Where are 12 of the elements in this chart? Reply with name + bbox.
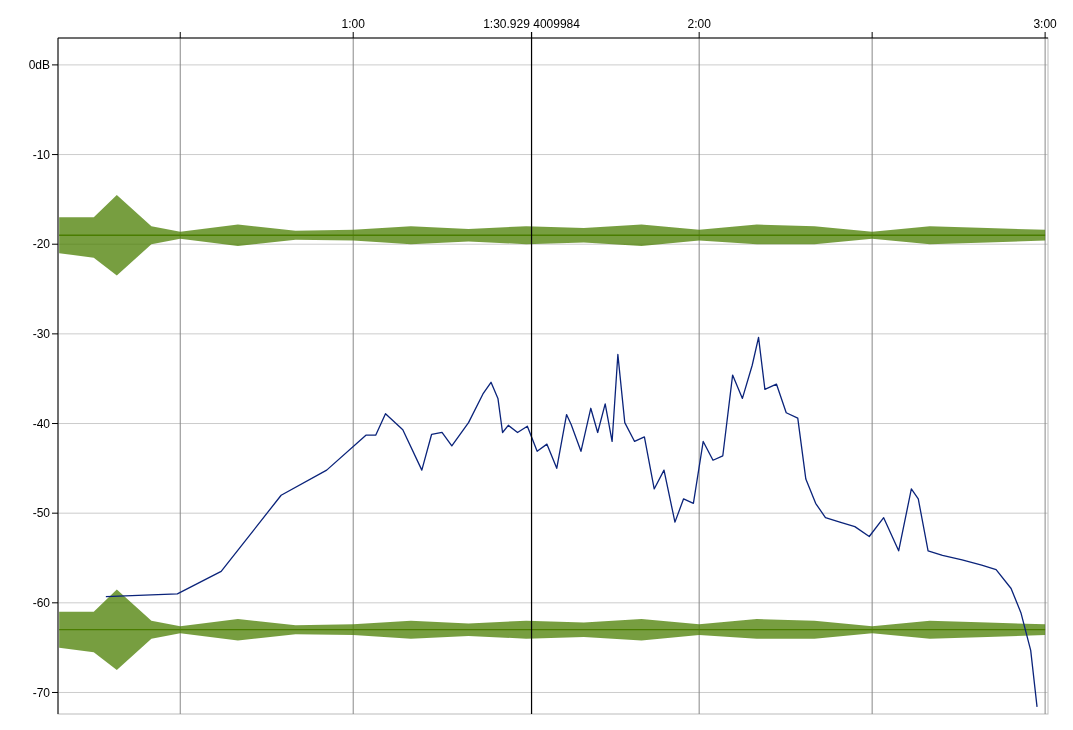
y-tick-label: 0dB bbox=[28, 58, 50, 73]
x-tick-label: 1:30.929 4009984 bbox=[483, 17, 581, 31]
y-tick-label: -50 bbox=[32, 506, 51, 521]
y-tick-label: -60 bbox=[32, 596, 51, 611]
x-tick-label: 3:00 bbox=[1033, 17, 1058, 31]
y-tick-label: -30 bbox=[32, 327, 51, 342]
x-tick-label: 1:00 bbox=[341, 17, 366, 31]
y-tick-label: -20 bbox=[32, 237, 51, 252]
y-tick-label: -10 bbox=[32, 147, 51, 162]
x-tick-label: 2:00 bbox=[687, 17, 712, 31]
y-tick-label: -70 bbox=[32, 685, 51, 700]
y-tick-label: -40 bbox=[32, 416, 51, 431]
